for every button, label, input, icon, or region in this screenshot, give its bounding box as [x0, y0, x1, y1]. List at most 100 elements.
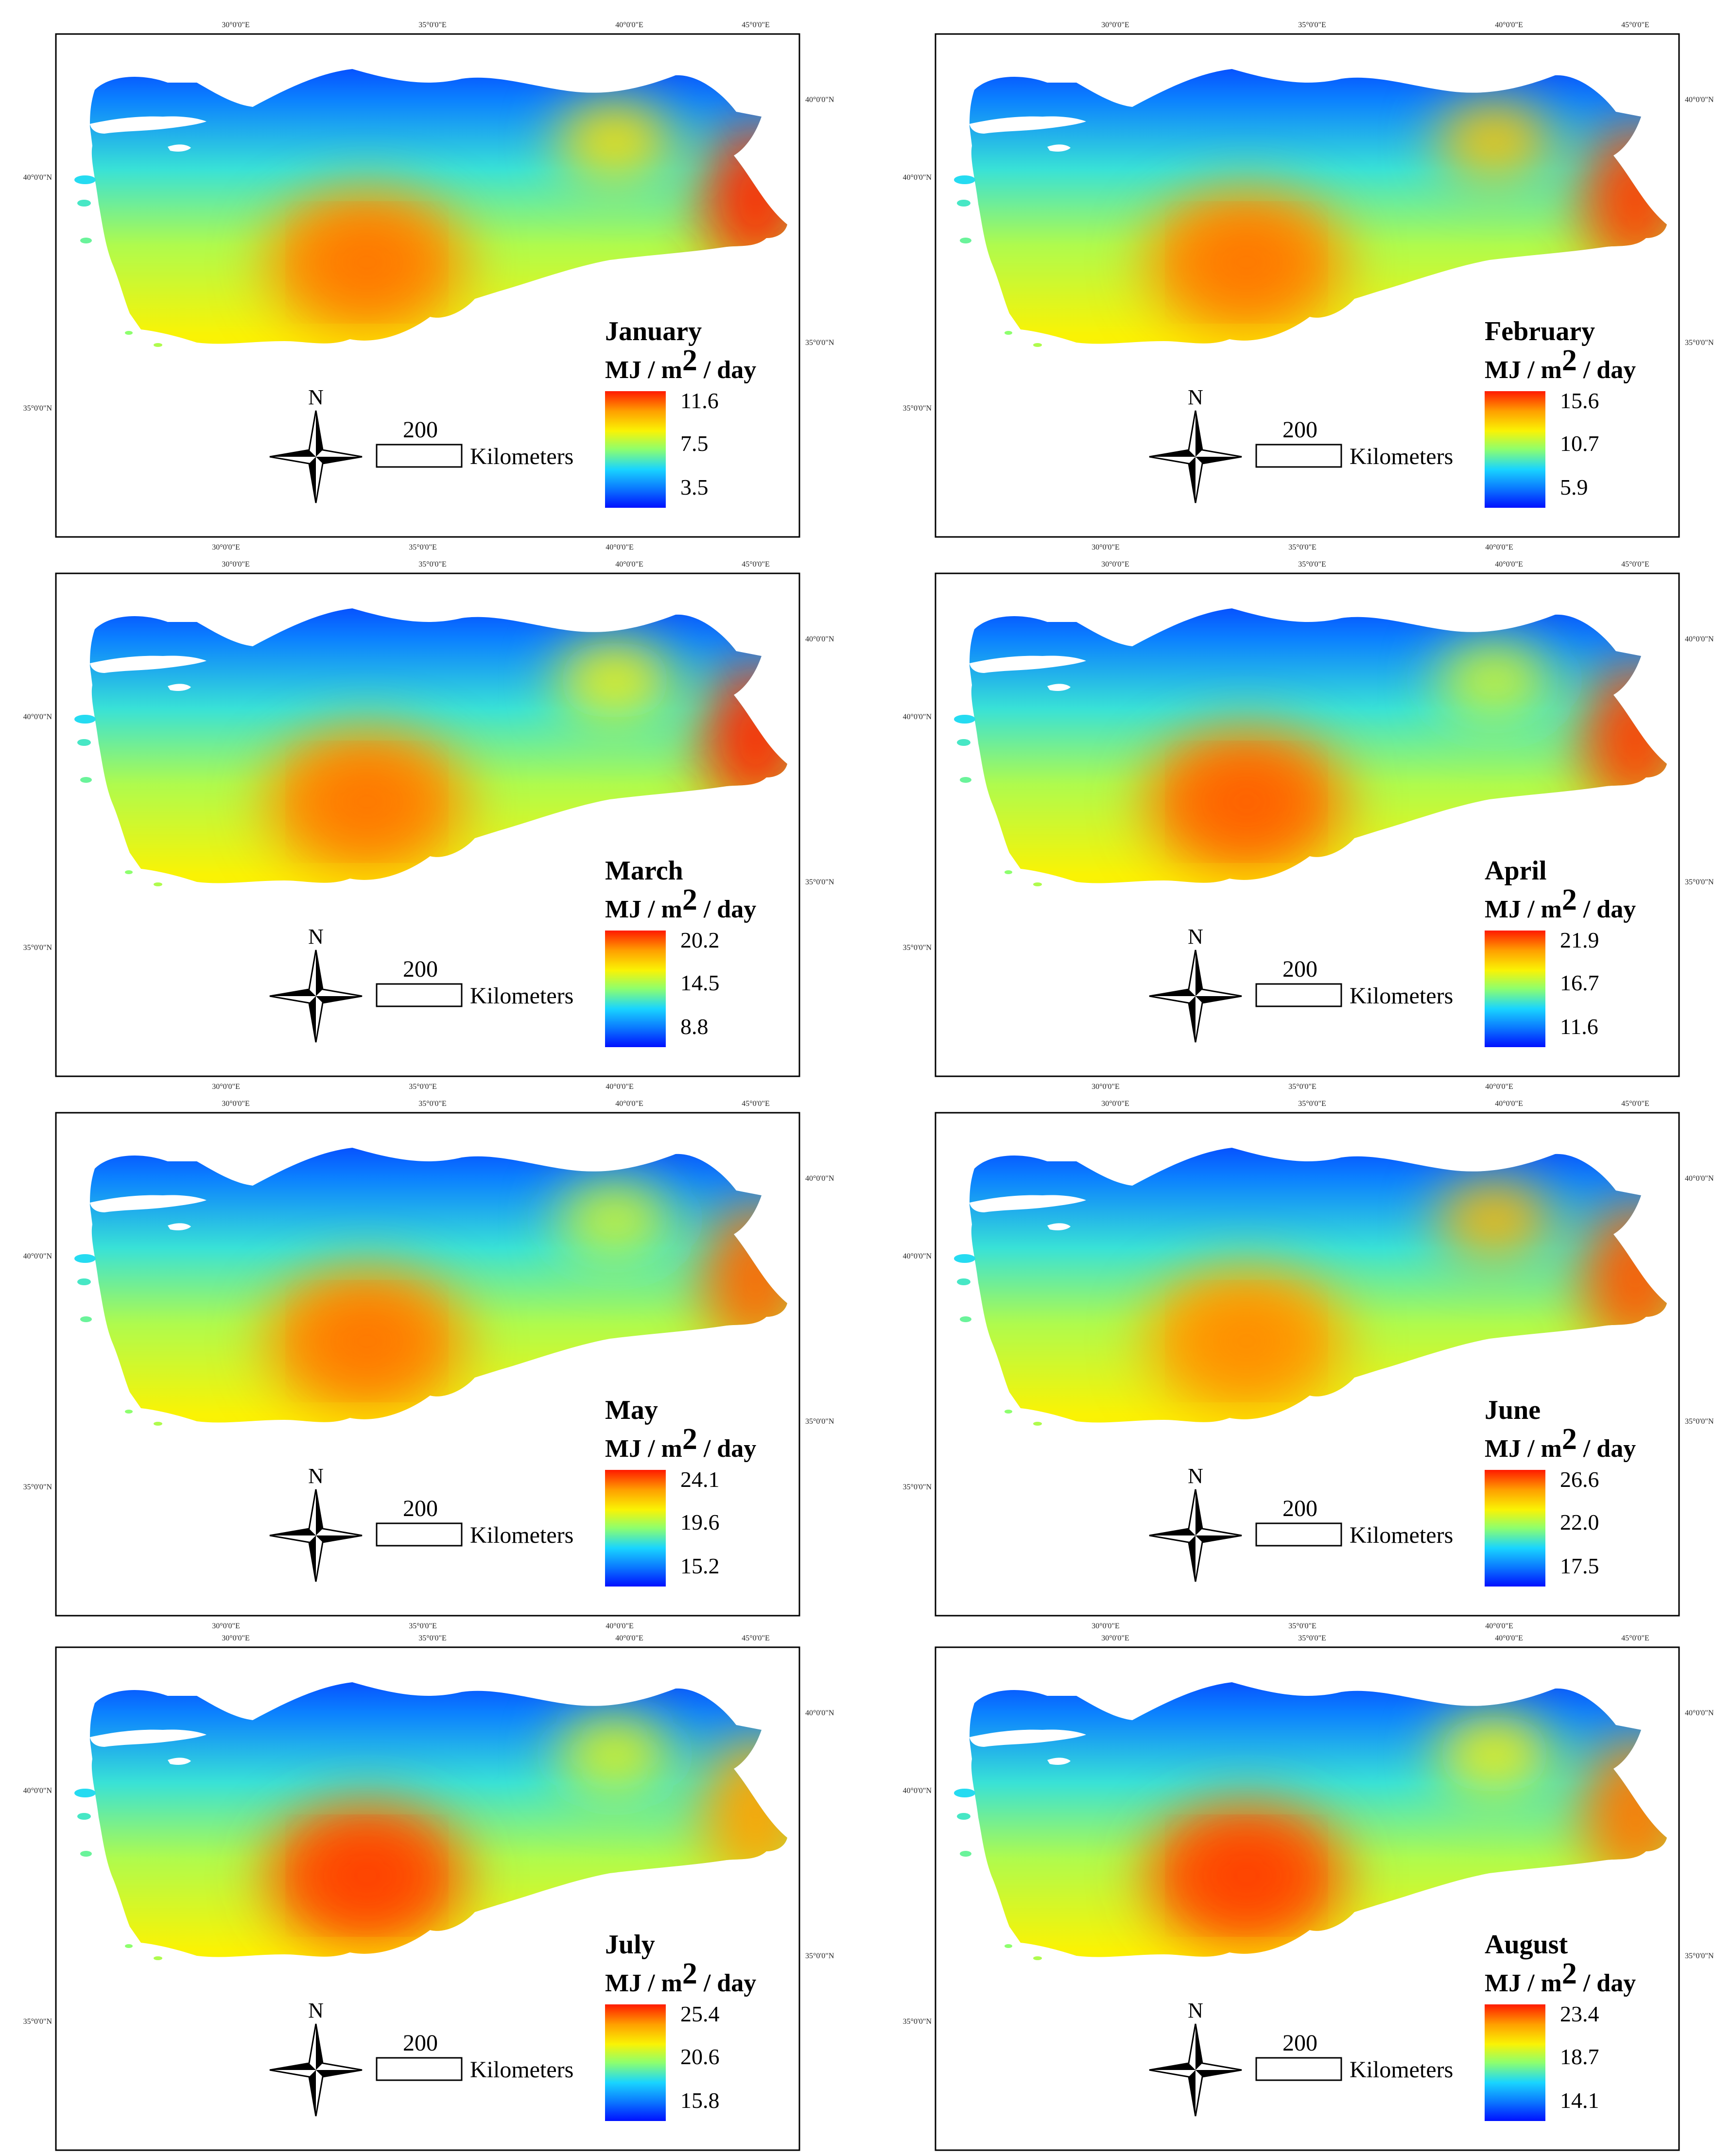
map-frame: [55, 33, 800, 538]
legend-max-value: 15.6: [1560, 388, 1599, 413]
scale-bar: [1255, 2057, 1342, 2081]
north-label: N: [1188, 1999, 1203, 2022]
longitude-label-top: 40°0'0"E: [1495, 1100, 1523, 1108]
scale-bar-unit: Kilometers: [470, 983, 573, 1009]
legend-max-value: 23.4: [1560, 2001, 1599, 2026]
scale-bar: [1255, 983, 1342, 1007]
scale-bar-unit: Kilometers: [470, 2057, 573, 2083]
sea-of-marmara: [970, 116, 1086, 134]
map-frame: [55, 1112, 800, 1617]
longitude-label-top: 30°0'0"E: [1101, 1100, 1129, 1108]
latitude-label-left: 35°0'0"N: [903, 2018, 932, 2026]
longitude-label-top: 40°0'0"E: [1495, 1634, 1523, 1642]
longitude-label-top: 40°0'0"E: [615, 560, 643, 569]
latitude-label-left: 35°0'0"N: [23, 944, 52, 952]
island: [74, 715, 96, 724]
longitude-label-top: 45°0'0"E: [1621, 21, 1649, 29]
north-label: N: [1188, 385, 1203, 409]
unit-label: MJ / m2 / day: [605, 883, 756, 923]
island: [154, 1956, 162, 1960]
longitude-label-bottom: 40°0'0"E: [1485, 1083, 1513, 1091]
longitude-label-top: 30°0'0"E: [1101, 1634, 1129, 1642]
map-panel-january: 30°0'0"E 30°0'0"E 35°0'0"E 35°0'0"E 40°0'0"E…: [23, 21, 834, 552]
north-label: N: [308, 385, 324, 409]
map-panel-june: 30°0'0"E 30°0'0"E 35°0'0"E 35°0'0"E 40°0'0"E…: [903, 1100, 1714, 1630]
scale-bar: [1255, 444, 1342, 468]
longitude-label-top: 35°0'0"E: [418, 1100, 447, 1108]
scale-bar-unit: Kilometers: [1350, 2057, 1453, 2083]
longitude-label-bottom: 40°0'0"E: [606, 1083, 634, 1091]
sea-of-marmara: [970, 655, 1086, 673]
sea-of-marmara: [1047, 1758, 1071, 1765]
legend-max-value: 25.4: [680, 2001, 720, 2026]
longitude-label-top: 40°0'0"E: [1495, 560, 1523, 569]
longitude-label-top: 30°0'0"E: [222, 1634, 250, 1642]
latitude-label-right: 35°0'0"N: [1685, 878, 1714, 886]
unit-label: MJ / m2 / day: [1485, 1957, 1636, 1997]
longitude-label-top: 45°0'0"E: [742, 21, 770, 29]
latitude-label-right: 35°0'0"N: [805, 1952, 834, 1960]
sea-of-marmara: [90, 1729, 207, 1747]
latitude-label-right: 40°0'0"N: [1685, 1709, 1714, 1717]
legend-mid-value: 20.6: [680, 2044, 720, 2069]
legend-min-value: 14.1: [1560, 2088, 1599, 2113]
island: [957, 1813, 970, 1820]
island: [960, 1316, 971, 1322]
longitude-label-top: 35°0'0"E: [418, 21, 447, 29]
island: [957, 200, 970, 207]
latitude-label-left: 40°0'0"N: [23, 1787, 52, 1795]
month-title: February: [1485, 316, 1595, 346]
legend-min-value: 15.2: [680, 1553, 720, 1578]
longitude-label-top: 30°0'0"E: [222, 560, 250, 569]
sea-of-marmara: [1047, 1223, 1071, 1230]
latitude-label-right: 35°0'0"N: [1685, 1952, 1714, 1960]
longitude-label-top: 45°0'0"E: [742, 1634, 770, 1642]
island: [154, 343, 162, 347]
island: [1005, 1410, 1012, 1414]
scale-bar-unit: Kilometers: [470, 1522, 573, 1548]
latitude-label-right: 35°0'0"N: [805, 1417, 834, 1426]
sea-of-marmara: [168, 1758, 191, 1765]
latitude-label-right: 40°0'0"N: [805, 96, 834, 104]
map-frame: [55, 572, 800, 1077]
island: [125, 1410, 133, 1414]
scale-bar-unit: Kilometers: [470, 444, 573, 469]
legend-color-ramp: [605, 1470, 666, 1587]
hotspot-east-anatolia: [1436, 641, 1553, 719]
latitude-label-right: 35°0'0"N: [805, 878, 834, 886]
scale-bar-unit: Kilometers: [1350, 983, 1453, 1009]
island: [125, 1944, 133, 1948]
month-title: January: [605, 316, 702, 346]
longitude-label-bottom: 30°0'0"E: [1091, 1622, 1120, 1630]
legend-min-value: 17.5: [1560, 1553, 1599, 1578]
longitude-label-bottom: 30°0'0"E: [1091, 543, 1120, 552]
longitude-label-top: 35°0'0"E: [1298, 1634, 1326, 1642]
legend-color-ramp: [605, 2004, 666, 2121]
map-panel-march: 30°0'0"E 30°0'0"E 35°0'0"E 35°0'0"E 40°0'0"E…: [23, 560, 834, 1091]
map-panel-may: 30°0'0"E 30°0'0"E 35°0'0"E 35°0'0"E 40°0'0"E…: [23, 1100, 834, 1630]
north-arrow-icon: [269, 1489, 363, 1582]
island: [954, 715, 975, 724]
longitude-label-top: 40°0'0"E: [615, 1100, 643, 1108]
island: [1005, 1944, 1012, 1948]
island: [80, 1851, 92, 1857]
sea-of-marmara: [90, 655, 207, 673]
island: [154, 882, 162, 886]
island: [954, 1254, 975, 1263]
island: [77, 1278, 91, 1285]
map-panels: 30°0'0"E 30°0'0"E 35°0'0"E 35°0'0"E 40°0'0"E…: [23, 21, 1714, 2151]
longitude-label-bottom: 35°0'0"E: [1288, 1622, 1316, 1630]
latitude-label-left: 40°0'0"N: [903, 1252, 932, 1260]
latitude-label-right: 40°0'0"N: [805, 635, 834, 643]
latitude-label-right: 40°0'0"N: [805, 1709, 834, 1717]
hotspot-east-anatolia: [556, 1181, 673, 1259]
longitude-label-top: 30°0'0"E: [1101, 21, 1129, 29]
island: [960, 777, 971, 783]
legend-color-ramp: [1485, 1470, 1545, 1587]
hotspot-far-east: [1582, 1740, 1667, 1885]
island: [125, 331, 133, 335]
longitude-label-top: 30°0'0"E: [222, 21, 250, 29]
longitude-label-top: 35°0'0"E: [1298, 21, 1326, 29]
scale-bar: [376, 444, 463, 468]
